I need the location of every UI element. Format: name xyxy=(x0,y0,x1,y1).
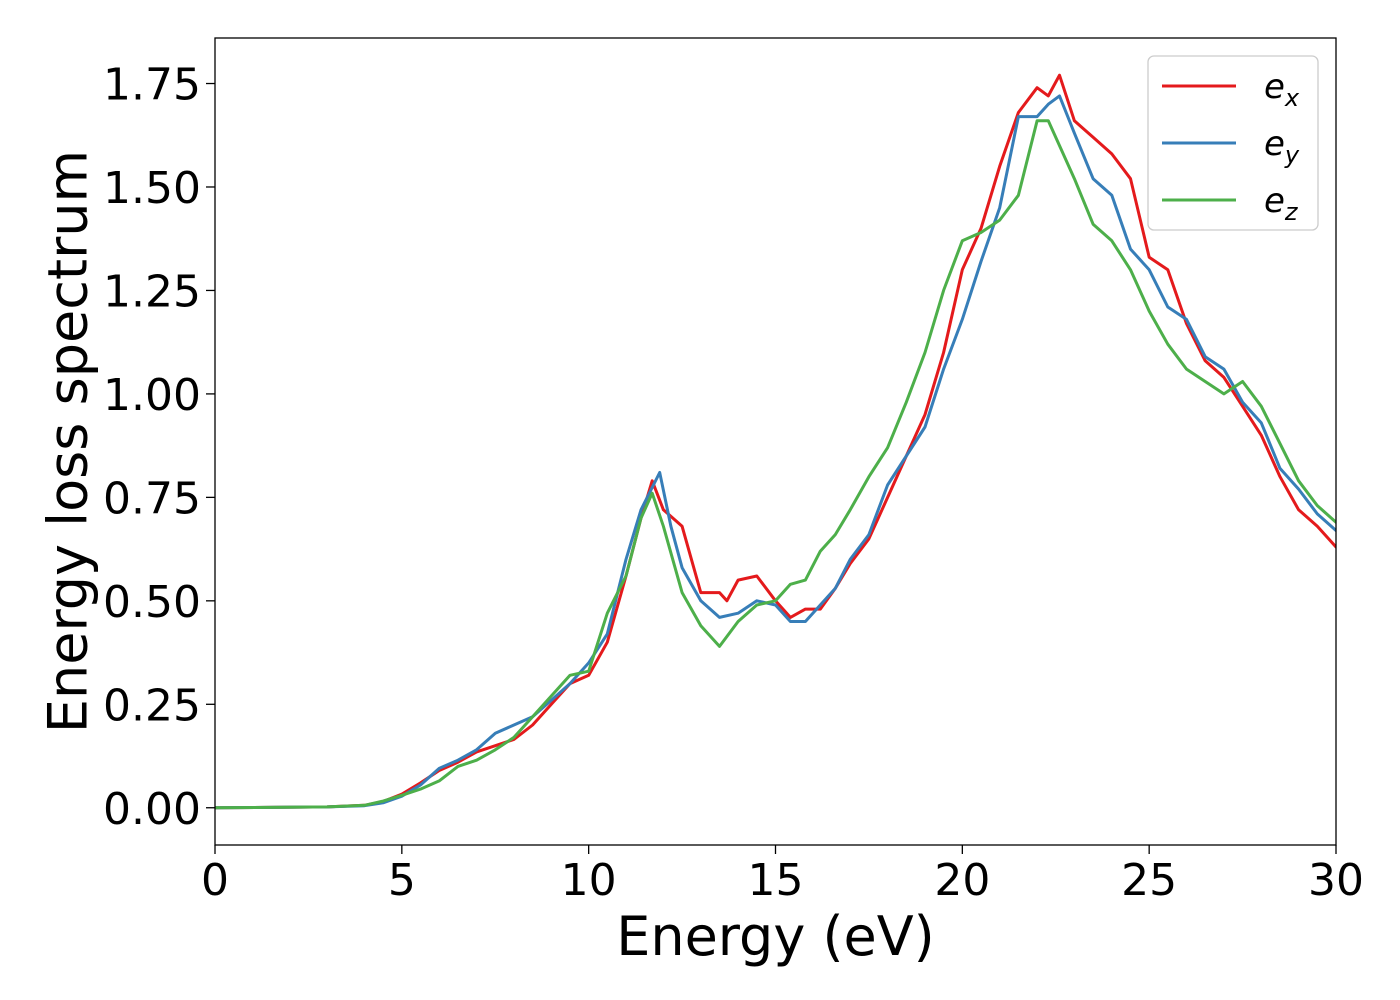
y-tick-label: 0.50 xyxy=(103,577,201,628)
x-tick-label: 15 xyxy=(748,855,804,906)
y-tick-label: 0.25 xyxy=(103,680,201,731)
x-tick-label: 0 xyxy=(201,855,229,906)
x-tick-label: 25 xyxy=(1121,855,1177,906)
y-tick-label: 1.50 xyxy=(103,163,201,214)
x-tick-label: 20 xyxy=(934,855,990,906)
y-tick-label: 0.75 xyxy=(103,473,201,524)
legend: ex ey ez xyxy=(1147,55,1319,231)
y-tick-label: 0.00 xyxy=(103,784,201,835)
plot-layer xyxy=(215,73,1336,810)
legend-label: ex xyxy=(1264,67,1300,112)
y-tick-label: 1.25 xyxy=(103,266,201,317)
x-tick-label: 5 xyxy=(388,855,416,906)
legend-label: ez xyxy=(1264,181,1299,226)
legend-label: ey xyxy=(1264,124,1300,169)
series-line-e-y xyxy=(215,94,1336,810)
x-tick-label: 10 xyxy=(561,855,617,906)
y-axis-label: Energy loss spectrum xyxy=(37,150,100,733)
y-tick-label: 1.75 xyxy=(103,60,201,111)
x-axis-label: Energy (eV) xyxy=(616,905,935,968)
series-line-e-z xyxy=(215,119,1336,810)
y-tick-label: 1.00 xyxy=(103,370,201,421)
ticks-layer: 0 5 10 15 20 25 30 0.00 0.25 0.50 0.75 1.00 1.25 1.50… xyxy=(103,60,1364,906)
x-tick-label: 30 xyxy=(1308,855,1364,906)
